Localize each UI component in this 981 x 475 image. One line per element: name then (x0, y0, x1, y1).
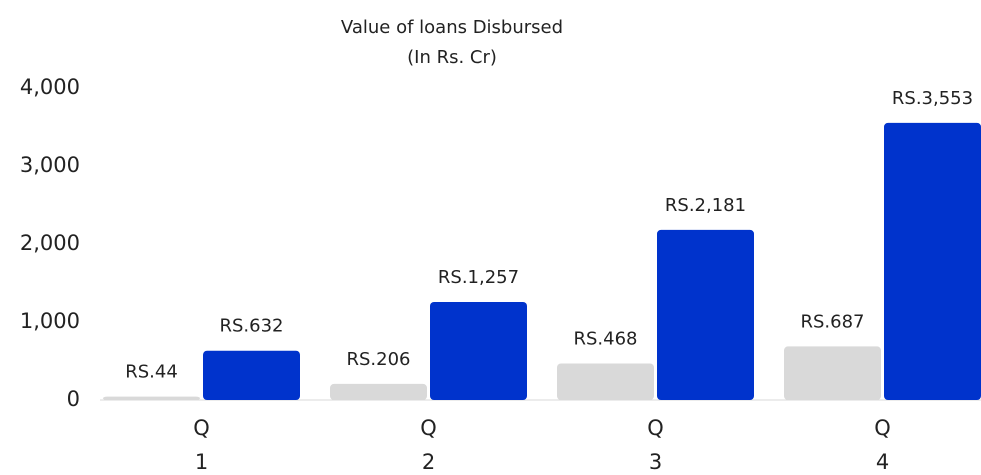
bar (657, 229, 754, 400)
bar (203, 350, 300, 400)
value-label: RS.206 (346, 349, 410, 370)
y-tick-label: 2,000 (20, 231, 80, 255)
y-tick-label: 1,000 (20, 309, 80, 333)
value-label: RS.632 (219, 316, 283, 337)
value-label: RS.687 (800, 311, 864, 332)
x-tick-label: Q 1 (193, 416, 210, 474)
y-tick-label: 0 (67, 387, 80, 411)
value-label: RS.468 (573, 328, 637, 349)
chart-title: Value of loans Disbursed (341, 17, 563, 38)
value-label: RS.2,181 (665, 195, 746, 216)
y-tick-label: 4,000 (20, 75, 80, 99)
bar (103, 396, 200, 400)
value-label: RS.44 (125, 362, 178, 383)
value-label: RS.1,257 (438, 267, 519, 288)
value-label: RS.3,553 (892, 88, 973, 109)
chart-subtitle: (In Rs. Cr) (407, 47, 497, 68)
bar (784, 346, 881, 400)
bar (330, 383, 427, 400)
bar (430, 301, 527, 400)
bar (884, 122, 981, 400)
x-tick-label: Q 4 (874, 416, 891, 474)
x-tick-label: Q 2 (420, 416, 437, 474)
x-tick-label: Q 3 (647, 416, 664, 474)
y-tick-label: 3,000 (20, 153, 80, 177)
bar (557, 363, 654, 400)
